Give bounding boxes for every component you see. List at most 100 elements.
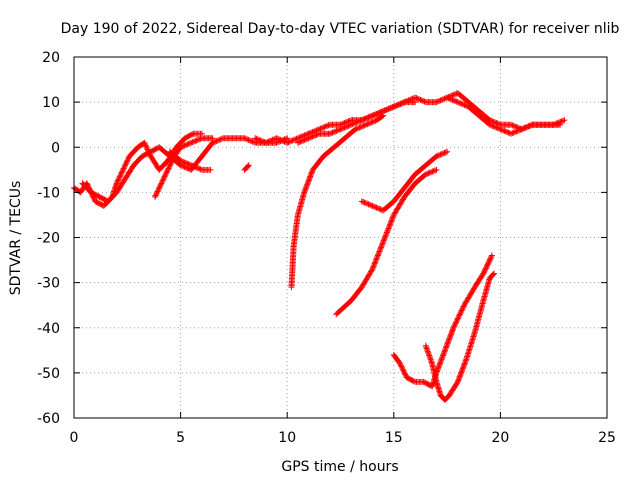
data-point bbox=[434, 365, 441, 372]
data-point bbox=[378, 243, 385, 250]
data-point bbox=[488, 252, 495, 259]
data-point bbox=[489, 122, 496, 129]
data-point bbox=[397, 360, 404, 367]
data-point bbox=[123, 160, 130, 167]
data-point bbox=[91, 195, 98, 202]
data-point bbox=[480, 270, 487, 277]
data-point bbox=[434, 152, 441, 159]
data-point bbox=[376, 205, 383, 212]
data-point bbox=[448, 328, 455, 335]
data-point bbox=[153, 189, 160, 196]
data-point bbox=[480, 269, 487, 276]
series-track-13 bbox=[422, 270, 498, 403]
data-point bbox=[358, 117, 365, 124]
data-point bbox=[366, 201, 373, 208]
data-point bbox=[385, 225, 392, 232]
data-point bbox=[298, 138, 305, 145]
data-point bbox=[180, 158, 187, 165]
data-point bbox=[387, 221, 394, 228]
data-point bbox=[308, 170, 315, 177]
data-point bbox=[436, 361, 443, 368]
data-point bbox=[560, 117, 567, 124]
data-point bbox=[383, 229, 390, 236]
data-point bbox=[386, 222, 393, 229]
data-point bbox=[434, 98, 441, 105]
data-point bbox=[454, 316, 461, 323]
data-point bbox=[433, 153, 440, 160]
data-point bbox=[505, 129, 512, 136]
data-point bbox=[194, 165, 201, 172]
data-point bbox=[446, 334, 453, 341]
chart-title: Day 190 of 2022, Sidereal Day-to-day VTE… bbox=[61, 21, 620, 37]
data-point bbox=[362, 200, 369, 207]
data-point bbox=[284, 139, 291, 146]
data-point bbox=[374, 253, 381, 260]
data-point bbox=[364, 200, 371, 207]
data-point bbox=[244, 163, 251, 170]
data-point bbox=[155, 187, 162, 194]
series-track-8 bbox=[444, 94, 564, 137]
y-tick-label: 10 bbox=[42, 95, 60, 111]
data-point bbox=[440, 96, 447, 103]
y-tick-label: -20 bbox=[37, 231, 60, 247]
data-point bbox=[483, 264, 490, 271]
data-point bbox=[360, 198, 367, 205]
data-point bbox=[363, 121, 370, 128]
data-point bbox=[442, 149, 449, 156]
data-point bbox=[361, 116, 368, 123]
data-point bbox=[443, 342, 450, 349]
data-point bbox=[399, 364, 406, 371]
data-point bbox=[459, 366, 466, 373]
data-point bbox=[445, 338, 452, 345]
data-point bbox=[301, 188, 308, 195]
data-point bbox=[188, 162, 195, 169]
series-track-7 bbox=[294, 99, 419, 146]
data-point bbox=[117, 172, 124, 179]
y-tick-label: -40 bbox=[37, 321, 60, 337]
data-point bbox=[381, 236, 388, 243]
data-point bbox=[370, 264, 377, 271]
data-point bbox=[508, 130, 515, 137]
data-point bbox=[412, 99, 419, 106]
data-point bbox=[381, 234, 388, 241]
data-point bbox=[462, 357, 469, 364]
data-point bbox=[526, 122, 533, 129]
data-point bbox=[458, 100, 465, 107]
x-tick-label: 0 bbox=[70, 430, 79, 446]
data-point bbox=[361, 199, 368, 206]
data-point bbox=[304, 180, 311, 187]
data-point bbox=[217, 136, 224, 143]
data-point bbox=[207, 166, 214, 173]
data-point bbox=[270, 136, 277, 143]
data-point bbox=[289, 137, 296, 144]
data-point bbox=[388, 218, 395, 225]
data-point bbox=[115, 176, 122, 183]
data-point bbox=[451, 323, 458, 330]
data-point bbox=[186, 140, 193, 147]
data-point bbox=[456, 99, 463, 106]
data-point bbox=[182, 141, 189, 148]
data-point bbox=[389, 215, 396, 222]
data-point bbox=[214, 137, 221, 144]
data-point bbox=[194, 136, 201, 143]
data-point bbox=[461, 360, 468, 367]
data-point bbox=[512, 129, 519, 136]
data-point bbox=[192, 138, 199, 145]
data-point bbox=[459, 304, 466, 311]
data-point bbox=[252, 135, 259, 142]
data-point bbox=[458, 308, 465, 315]
data-point bbox=[502, 128, 509, 135]
data-point bbox=[341, 124, 348, 131]
data-point bbox=[373, 256, 380, 263]
data-point bbox=[159, 177, 166, 184]
data-point bbox=[308, 169, 315, 176]
data-point bbox=[156, 184, 163, 191]
data-point bbox=[400, 367, 407, 374]
data-point bbox=[269, 136, 276, 143]
data-point bbox=[360, 116, 367, 123]
data-point bbox=[152, 193, 159, 200]
data-point bbox=[432, 167, 439, 174]
data-point bbox=[440, 351, 447, 358]
data-point bbox=[448, 96, 455, 103]
data-point bbox=[456, 312, 463, 319]
